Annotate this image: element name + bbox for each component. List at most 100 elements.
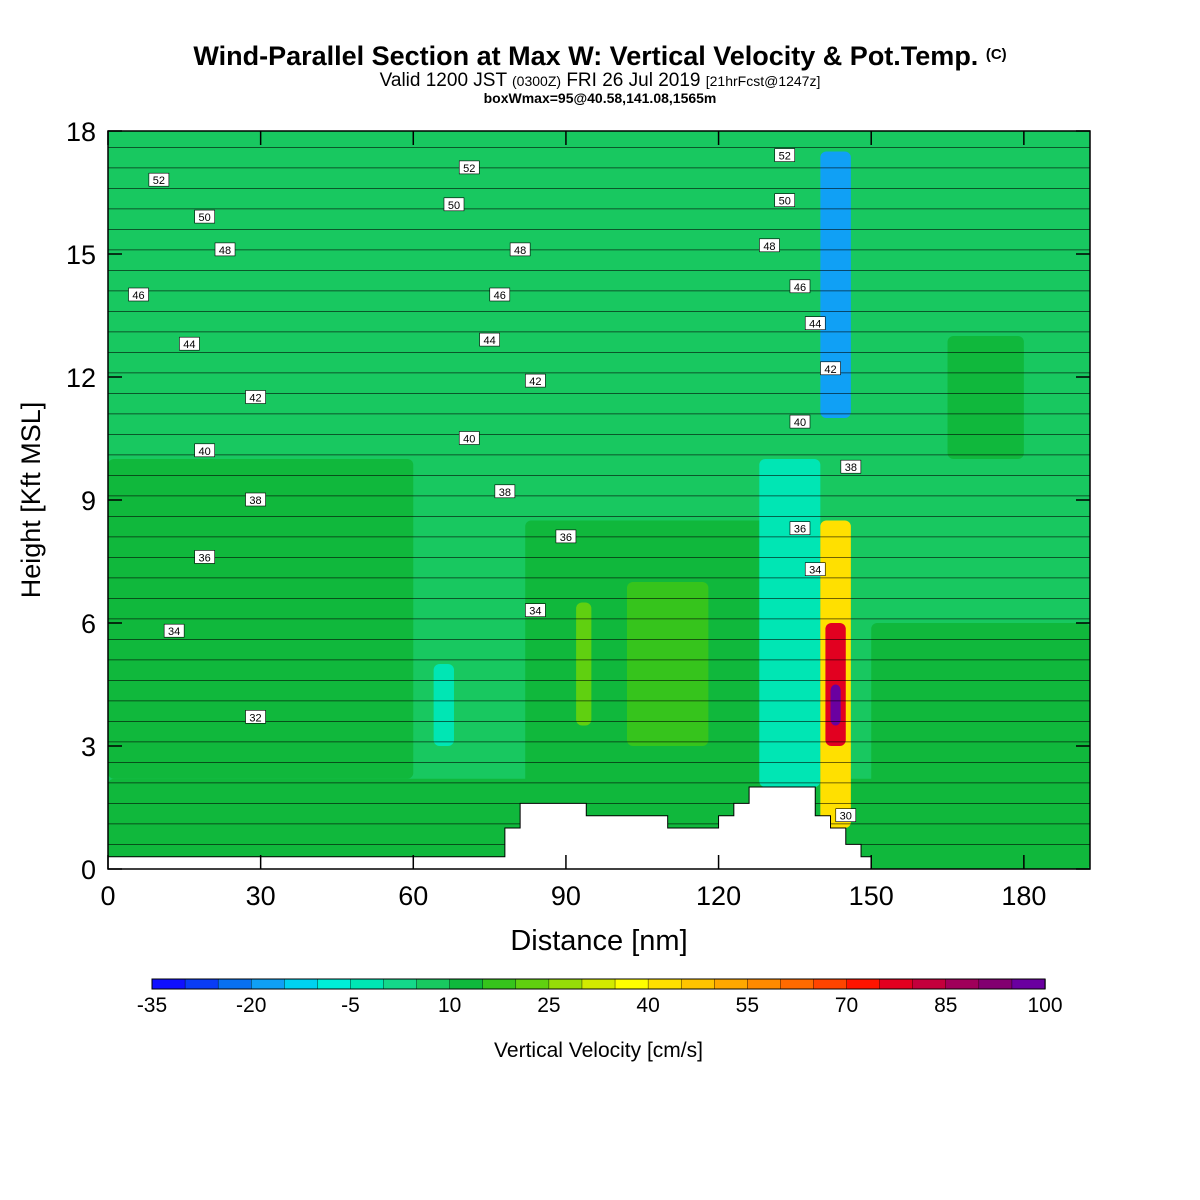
- contour-label-text: 30: [840, 811, 852, 823]
- contour-label-text: 52: [779, 151, 791, 163]
- chart-title: Wind-Parallel Section at Max W: Vertical…: [0, 40, 1200, 71]
- x-tick-label: 60: [398, 881, 428, 911]
- colorbar-swatch: [780, 978, 815, 990]
- contour-label: 46: [789, 279, 811, 294]
- y-tick-label: 18: [66, 117, 96, 147]
- colorbar-swatch: [647, 978, 682, 990]
- colorbar-frame: [151, 978, 1046, 990]
- contour-label-text: 50: [199, 212, 211, 224]
- contour-label-box: [804, 562, 826, 577]
- contour-label: 38: [494, 484, 516, 499]
- colorbar-swatch: [747, 978, 782, 990]
- contour-label-box: [479, 332, 500, 347]
- x-axis-label: Distance [nm]: [510, 925, 687, 957]
- box-info: boxWmax=95@40.58,141.08,1565m: [483, 90, 717, 106]
- contour-label-text: 34: [809, 565, 821, 577]
- contour-label: 48: [214, 242, 236, 257]
- field-region-4: [626, 582, 709, 746]
- contour-label: 30: [835, 808, 857, 823]
- forecast-info: [21hrFcst@1247z]: [705, 73, 821, 89]
- contour-label-text: 52: [463, 163, 475, 175]
- colorbar-swatch: [912, 978, 947, 990]
- contour-label: 42: [820, 361, 841, 376]
- contour-label-box: [245, 390, 266, 404]
- colorbar-swatch: [449, 978, 484, 990]
- contour-label-box: [179, 336, 200, 351]
- x-tick-label: 0: [100, 881, 115, 911]
- contour-label: 34: [163, 623, 185, 638]
- terrain: [108, 786, 1090, 869]
- contour-label-box: [458, 431, 480, 445]
- contour-labels: 52 50 48 46 44 42 40 38 36 34 32 52 50 48 46 44 42 40 38 36…: [128, 148, 862, 823]
- colorbar-tick-label: 40: [636, 994, 659, 1017]
- contour-label-box: [128, 287, 149, 302]
- contour-label: 52: [148, 172, 170, 187]
- contour-label-box: [555, 529, 577, 544]
- contour-label: 46: [489, 287, 511, 302]
- contour-label: 36: [555, 529, 577, 544]
- theta-contours: [108, 146, 1090, 845]
- colorbar: -35 -20 -5 10 25 40 55 70 85 100 Vertical Velocity…: [137, 978, 1063, 1062]
- contour-label-text: 36: [199, 552, 211, 564]
- contour-label: 46: [128, 287, 149, 302]
- colorbar-swatch: [680, 978, 715, 990]
- contour-label-box: [820, 361, 841, 376]
- contour-label-text: 40: [463, 434, 475, 446]
- contour-label-box: [245, 492, 266, 507]
- contour-label-text: 40: [199, 446, 211, 458]
- contour-label-box: [509, 242, 531, 257]
- contour-label-box: [525, 603, 546, 618]
- contour-label-text: 46: [794, 282, 806, 294]
- x-tick-label: 120: [696, 881, 741, 911]
- contour-label-box: [194, 443, 215, 458]
- contour-label-text: 50: [779, 196, 791, 208]
- contour-label-text: 44: [809, 319, 821, 331]
- contour-label: 50: [443, 197, 465, 212]
- colorbar-swatch: [482, 978, 517, 990]
- contour-label-box: [163, 623, 185, 638]
- contour-label-box: [214, 242, 236, 257]
- colorbar-swatch: [515, 978, 550, 990]
- contour-label-box: [774, 193, 796, 207]
- x-tick-label: 30: [246, 881, 276, 911]
- colorbar-swatch: [813, 978, 848, 990]
- chart-title-block: Wind-Parallel Section at Max W: Vertical…: [0, 40, 1200, 105]
- contour-label: 36: [789, 521, 811, 536]
- contour-label-box: [148, 172, 170, 187]
- contour-label-box: [245, 709, 266, 724]
- colorbar-swatch: [714, 978, 749, 990]
- contour-label-box: [835, 808, 857, 823]
- y-tick-label: 15: [66, 240, 96, 270]
- contour-label-text: 42: [249, 393, 261, 405]
- chart-subtitle: Valid 1200 JST (0300Z) FRI 26 Jul 2019 […: [0, 71, 1200, 91]
- contour-label-box: [789, 414, 811, 429]
- contour-label: 44: [179, 336, 200, 351]
- contour-label-box: [789, 521, 811, 536]
- colorbar-tick-label: 25: [537, 994, 560, 1017]
- colorbar-swatch: [1011, 978, 1046, 990]
- contour-label-box: [525, 373, 546, 388]
- contour-label: 34: [525, 603, 546, 618]
- colorbar-tick-label: 55: [736, 994, 759, 1017]
- contour-label-box: [840, 459, 862, 474]
- x-tick-label: 90: [551, 881, 581, 911]
- colorbar-swatch: [581, 978, 616, 990]
- contour-label-box: [489, 287, 511, 302]
- valid-time: Valid 1200 JST: [379, 70, 507, 91]
- y-tick-label: 9: [81, 486, 96, 516]
- contour-label-text: 52: [153, 175, 165, 187]
- colorbar-tick-label: -5: [341, 994, 360, 1017]
- valid-utc: (0300Z): [512, 73, 562, 89]
- contour-label-box: [804, 316, 826, 331]
- contour-label: 44: [804, 316, 826, 331]
- contour-label-text: 48: [763, 241, 775, 253]
- contour-label-text: 32: [249, 712, 261, 724]
- y-tick-label: 3: [81, 732, 96, 762]
- colorbar-swatch: [383, 978, 418, 990]
- colorbar-label: Vertical Velocity [cm/s]: [494, 1039, 703, 1062]
- colorbar-swatch: [846, 978, 881, 990]
- chart-title-text: Wind-Parallel Section at Max W: Vertical…: [193, 41, 979, 71]
- contour-label-text: 34: [168, 626, 180, 638]
